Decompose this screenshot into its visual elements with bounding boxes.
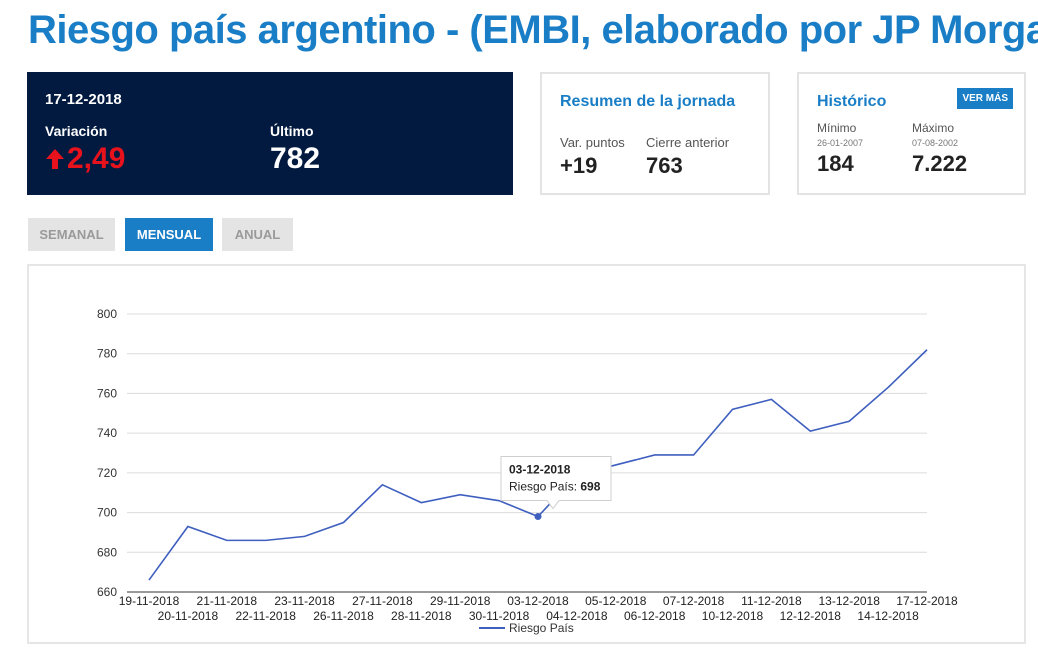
x-tick-label: 22-11-2018: [235, 609, 296, 623]
summary-date: 17-12-2018: [45, 91, 122, 108]
x-tick-label: 10-12-2018: [702, 609, 764, 623]
historico-title: Histórico: [817, 93, 887, 110]
ultimo-label: Último: [270, 123, 314, 139]
summary-card: 17-12-2018 Variación Último 2,49 782: [27, 72, 513, 195]
x-tick-label: 12-12-2018: [780, 609, 842, 623]
tab-semanal[interactable]: SEMANAL: [28, 218, 115, 251]
minimo-date: 26-01-2007: [817, 138, 864, 148]
x-tick-label: 26-11-2018: [313, 609, 374, 623]
x-tick-label: 05-12-2018: [585, 594, 647, 608]
y-tick-label: 780: [97, 347, 117, 361]
tooltip-date: 03-12-2018: [509, 463, 571, 477]
ver-mas-button[interactable]: VER MÁS: [957, 88, 1013, 109]
var-puntos-value: +19: [560, 153, 598, 178]
x-tick-label: 20-11-2018: [158, 609, 219, 623]
y-tick-label: 740: [97, 426, 117, 440]
y-tick-label: 760: [97, 386, 117, 400]
historico-card: Histórico VER MÁS Mínimo 26-01-2007 184 …: [797, 72, 1026, 195]
x-tick-label: 30-11-2018: [469, 609, 530, 623]
x-tick-label: 13-12-2018: [819, 594, 881, 608]
cierre-anterior-label: Cierre anterior: [646, 135, 730, 150]
x-tick-label: 04-12-2018: [546, 609, 608, 623]
x-tick-label: 11-12-2018: [741, 594, 802, 608]
y-tick-label: 720: [97, 466, 117, 480]
maximo-value: 7.222: [912, 151, 968, 176]
x-tick-label: 23-11-2018: [274, 594, 335, 608]
var-puntos-label: Var. puntos: [560, 135, 625, 150]
legend-label: Riesgo País: [509, 621, 574, 635]
maximo-date: 07-08-2002: [912, 138, 959, 148]
x-tick-label: 29-11-2018: [430, 594, 491, 608]
x-tick-label: 27-11-2018: [352, 594, 413, 608]
x-tick-label: 07-12-2018: [663, 594, 725, 608]
tab-anual[interactable]: ANUAL: [222, 218, 293, 251]
x-tick-label: 17-12-2018: [896, 594, 958, 608]
resumen-card: Resumen de la jornada Var. puntos +19 Ci…: [540, 72, 770, 195]
x-tick-label: 14-12-2018: [857, 609, 919, 623]
riesgo-pais-chart: 660 680 700 720 740 760 780 800 19-11-201820-11-…: [97, 307, 958, 635]
arrow-up-icon: [46, 149, 64, 169]
x-tick-label: 19-11-2018: [119, 594, 180, 608]
maximo-label: Máximo: [912, 121, 955, 135]
ultimo-value: 782: [270, 142, 321, 175]
chart-container: 660 680 700 720 740 760 780 800 19-11-2018 20-11-…: [27, 264, 1026, 644]
tab-mensual[interactable]: MENSUAL: [125, 218, 213, 251]
x-tick-label: 03-12-2018: [507, 594, 569, 608]
y-tick-label: 660: [97, 585, 117, 599]
variacion-value: 2,49: [67, 142, 126, 175]
x-tick-label: 28-11-2018: [391, 609, 452, 623]
minimo-label: Mínimo: [817, 121, 857, 135]
x-tick-label: 21-11-2018: [197, 594, 258, 608]
cierre-anterior-value: 763: [646, 153, 683, 178]
variacion-label: Variación: [45, 123, 108, 139]
tooltip-value: Riesgo País: 698: [509, 480, 601, 494]
y-tick-label: 680: [97, 545, 117, 559]
minimo-value: 184: [817, 151, 854, 176]
page-title: Riesgo país argentino - (EMBI, elaborado…: [28, 8, 1038, 52]
y-tick-label: 700: [97, 506, 117, 520]
x-tick-label: 06-12-2018: [624, 609, 686, 623]
tooltip-box: [500, 456, 612, 510]
data-point: [534, 513, 542, 521]
y-tick-label: 800: [97, 307, 117, 321]
variacion-value-group: 2,49: [45, 142, 125, 176]
resumen-title: Resumen de la jornada: [560, 93, 736, 110]
